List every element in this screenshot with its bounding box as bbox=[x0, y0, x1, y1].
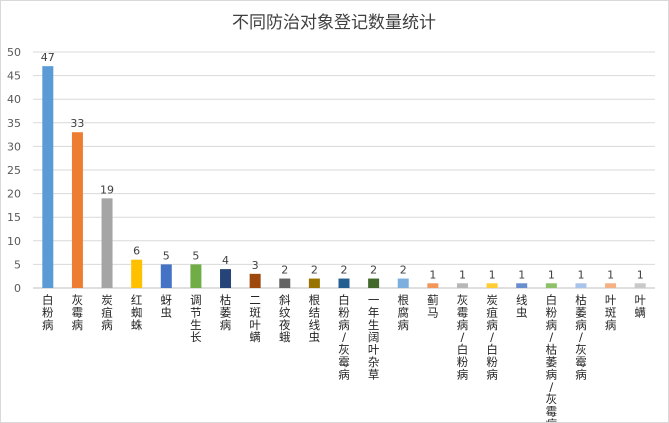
category-label: 一年生阔叶杂草 bbox=[368, 293, 380, 381]
data-label: 1 bbox=[459, 268, 466, 281]
bar bbox=[279, 278, 291, 288]
category-label: 白粉病/灰霉病 bbox=[338, 293, 350, 381]
bar bbox=[160, 264, 172, 288]
bars bbox=[42, 66, 646, 288]
bar bbox=[575, 283, 587, 288]
bar bbox=[101, 198, 113, 288]
y-tick-label: 30 bbox=[7, 140, 21, 153]
bar bbox=[634, 283, 646, 288]
category-label: 炭疽病 bbox=[101, 293, 113, 332]
y-tick-label: 45 bbox=[7, 70, 21, 83]
data-label: 4 bbox=[222, 254, 229, 267]
category-label: 线虫 bbox=[516, 293, 528, 319]
y-tick-label: 35 bbox=[7, 117, 21, 130]
category-label: 二斑叶螨 bbox=[249, 293, 261, 344]
bar bbox=[338, 278, 350, 288]
category-label: 蚜虫 bbox=[161, 293, 173, 319]
data-label: 1 bbox=[637, 268, 644, 281]
y-tick-label: 10 bbox=[7, 235, 21, 248]
y-axis-ticks: 0 5 10 15 20 25 30 35 40 45 50 bbox=[7, 46, 21, 295]
bar bbox=[456, 283, 468, 288]
data-label: 5 bbox=[192, 249, 199, 262]
y-tick-label: 25 bbox=[7, 164, 21, 177]
data-label: 2 bbox=[400, 264, 407, 277]
data-label: 5 bbox=[163, 249, 170, 262]
data-label: 3 bbox=[252, 259, 259, 272]
category-label: 蓟马 bbox=[427, 293, 439, 319]
category-label: 灰霉病 bbox=[72, 293, 84, 332]
bar bbox=[42, 66, 54, 288]
data-labels: 47 33 19 6 5 5 4 3 2 2 2 2 2 1 1 1 1 1 1 1 1 bbox=[41, 51, 644, 281]
bar bbox=[486, 283, 498, 288]
data-label: 2 bbox=[341, 264, 348, 277]
bar bbox=[605, 283, 617, 288]
data-label: 1 bbox=[607, 268, 614, 281]
y-tick-label: 40 bbox=[7, 93, 21, 106]
category-label: 灰霉病/白粉病 bbox=[457, 293, 469, 381]
category-label: 白粉病 bbox=[42, 293, 54, 332]
gridlines bbox=[33, 51, 655, 289]
bar bbox=[220, 269, 232, 288]
data-label: 1 bbox=[489, 268, 496, 281]
category-label: 枯萎病 bbox=[220, 293, 232, 332]
bar bbox=[427, 283, 439, 288]
data-label: 2 bbox=[281, 264, 288, 277]
category-label: 枯萎病/灰霉病 bbox=[575, 293, 587, 381]
category-label: 斜纹夜蛾 bbox=[279, 293, 291, 344]
y-tick-label: 15 bbox=[7, 211, 21, 224]
category-label: 红蜘蛛 bbox=[131, 293, 143, 332]
bar bbox=[516, 283, 528, 288]
category-labels: 白粉病 灰霉病 炭疽病 红蜘蛛 蚜虫 调节生长 枯萎病 二斑叶螨 斜纹夜蛾 根结线虫 白粉病/灰霉病… bbox=[42, 293, 646, 422]
category-label: 叶斑病 bbox=[605, 293, 617, 332]
bar bbox=[131, 259, 143, 288]
bar bbox=[545, 283, 557, 288]
y-tick-label: 5 bbox=[14, 258, 21, 271]
data-label: 47 bbox=[41, 51, 55, 64]
data-label: 1 bbox=[518, 268, 525, 281]
category-label: 白粉病/枯萎病/灰霉病 bbox=[546, 293, 558, 422]
bar bbox=[397, 278, 409, 288]
data-label: 2 bbox=[370, 264, 377, 277]
category-label: 根结线虫 bbox=[309, 293, 321, 344]
data-label: 2 bbox=[311, 264, 318, 277]
y-tick-label: 0 bbox=[14, 282, 21, 295]
bar bbox=[71, 132, 83, 288]
y-tick-label: 20 bbox=[7, 188, 21, 201]
data-label: 1 bbox=[429, 268, 436, 281]
bar bbox=[308, 278, 320, 288]
bar bbox=[190, 264, 202, 288]
category-label: 根腐病 bbox=[397, 293, 409, 332]
bar bbox=[249, 273, 261, 288]
chart-title: 不同防治对象登记数量统计 bbox=[232, 13, 436, 33]
y-tick-label: 50 bbox=[7, 46, 21, 59]
data-label: 19 bbox=[100, 183, 114, 196]
data-label: 6 bbox=[133, 245, 140, 258]
category-label: 炭疽病/白粉病 bbox=[486, 293, 498, 381]
data-label: 1 bbox=[577, 268, 584, 281]
data-label: 1 bbox=[548, 268, 555, 281]
bar bbox=[368, 278, 380, 288]
category-label: 叶螨 bbox=[634, 293, 646, 319]
category-label: 调节生长 bbox=[190, 293, 202, 344]
data-label: 33 bbox=[70, 117, 84, 130]
